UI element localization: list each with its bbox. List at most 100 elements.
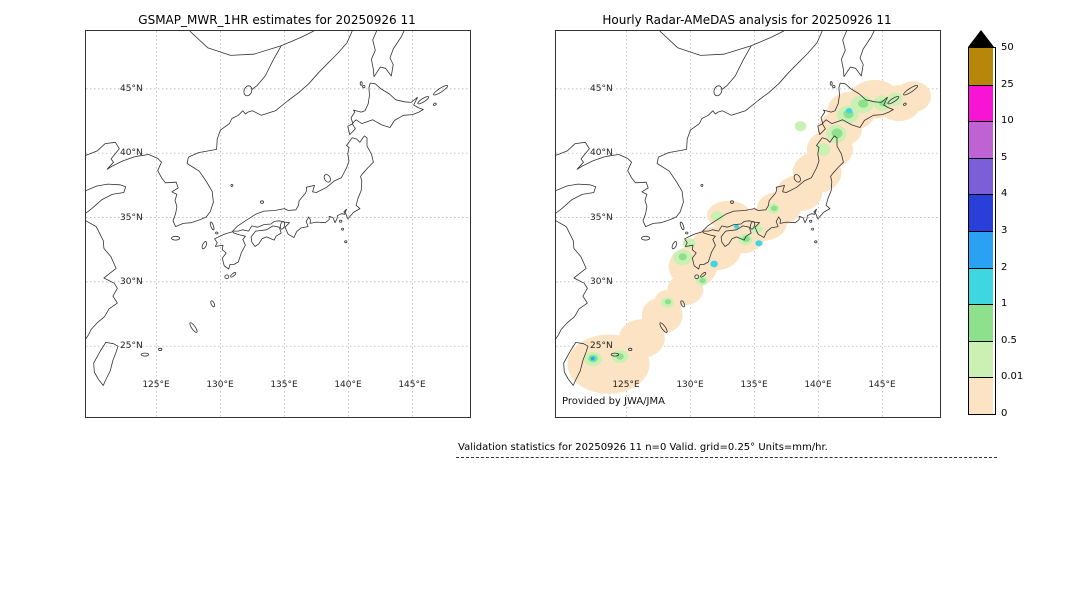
data-provider-credit: Provided by JWA/JMA	[562, 396, 665, 407]
lat-tick-label: 40°N	[120, 148, 143, 158]
island-outline	[158, 347, 163, 351]
island-outline	[700, 272, 707, 278]
island-outline	[230, 183, 234, 187]
colorbar-segment	[969, 267, 993, 305]
colorbar-segment	[969, 304, 993, 341]
island-outline	[344, 240, 348, 244]
island-outline	[641, 235, 651, 241]
colorbar-tick-label: 1	[1001, 298, 1008, 310]
island-outline	[814, 240, 818, 244]
island-outline	[171, 235, 181, 241]
colorbar-tick-label: 50	[1001, 42, 1014, 53]
island-outline	[279, 221, 286, 230]
island-outline	[903, 102, 907, 106]
island-outline	[362, 84, 366, 89]
lon-tick-label: 140°E	[334, 380, 362, 390]
colorbar-segment	[969, 121, 993, 158]
colorbar-segment	[969, 230, 993, 268]
colorbar-segment	[969, 84, 993, 122]
island-outline	[903, 85, 919, 96]
map-svg	[86, 31, 470, 417]
lat-tick-label: 25°N	[120, 341, 143, 351]
island-outline	[829, 81, 833, 86]
lon-tick-label: 135°E	[270, 380, 298, 390]
island-outline	[809, 219, 813, 223]
island-outline	[339, 219, 343, 223]
island-outline	[685, 231, 689, 235]
island-outline	[628, 347, 633, 351]
lat-tick-label: 35°N	[120, 213, 143, 223]
colorbar-tick-label: 0.01	[1001, 371, 1024, 383]
radar-amedas-analysis-map: Provided by JWA/JMA 45°N 40°N 35°N 30°N 25°N…	[555, 30, 941, 418]
colorbar-tick-label: 25	[1001, 78, 1014, 90]
island-outline	[887, 96, 900, 105]
island-outline	[700, 183, 704, 187]
lat-tick-label: 25°N	[590, 341, 613, 351]
island-outline	[832, 84, 836, 89]
colorbar-segment	[969, 157, 993, 195]
island-outline	[679, 221, 685, 231]
island-outline	[417, 96, 430, 105]
lon-tick-label: 130°E	[676, 380, 704, 390]
island-outline	[694, 274, 700, 280]
island-outline	[260, 200, 264, 204]
precipitation-colorbar	[968, 30, 996, 415]
validation-statistics-text: Validation statistics for 20250926 11 n=…	[458, 442, 828, 453]
lon-tick-label: 140°E	[804, 380, 832, 390]
map-svg	[556, 31, 940, 417]
colorbar-tick-label: 0.5	[1001, 334, 1017, 346]
island-outline	[713, 85, 723, 97]
colorbar-segment	[969, 194, 993, 231]
island-outline	[140, 352, 150, 357]
island-outline	[224, 274, 230, 280]
colorbar-segment	[969, 377, 993, 414]
island-outline	[230, 272, 237, 278]
lon-tick-label: 125°E	[142, 380, 170, 390]
colorbar-tick-label: 2	[1001, 261, 1008, 273]
island-outline	[341, 227, 345, 231]
island-outline	[811, 227, 815, 231]
lat-tick-label: 45°N	[590, 84, 613, 94]
lat-tick-label: 35°N	[590, 213, 613, 223]
precipitation-layer	[567, 79, 931, 394]
island-outline	[749, 221, 756, 230]
gsmap-estimate-map: 45°N 40°N 35°N 30°N 25°N 125°E 130°E 135°E 140°E…	[85, 30, 471, 418]
island-outline	[243, 85, 253, 97]
island-outline	[215, 231, 219, 235]
lon-tick-label: 145°E	[868, 380, 896, 390]
lat-tick-label: 30°N	[590, 277, 613, 287]
island-outline	[189, 322, 198, 333]
island-outline	[201, 241, 208, 250]
colorbar-segment	[969, 340, 993, 378]
lat-tick-label: 40°N	[590, 148, 613, 158]
colorbar-tick-label: 10	[1001, 115, 1014, 127]
island-outline	[209, 221, 215, 231]
graticule	[86, 31, 470, 417]
lat-tick-label: 45°N	[120, 84, 143, 94]
island-outline	[433, 102, 437, 106]
separator-dashed-line	[456, 457, 997, 458]
island-outline	[323, 174, 331, 183]
right-panel-title: Hourly Radar-AMeDAS analysis for 2025092…	[602, 13, 892, 27]
colorbar-scale	[968, 47, 996, 415]
left-panel-title: GSMAP_MWR_1HR estimates for 20250926 11	[138, 13, 416, 27]
lon-tick-label: 135°E	[740, 380, 768, 390]
island-outline	[433, 85, 449, 96]
island-outline	[671, 241, 678, 250]
lat-tick-label: 30°N	[120, 277, 143, 287]
lon-tick-label: 145°E	[398, 380, 426, 390]
island-outline	[680, 300, 686, 308]
island-outline	[793, 174, 801, 183]
colorbar-tick-label: 0	[1001, 408, 1008, 419]
island-outline	[659, 322, 668, 333]
coastlines-layer	[86, 31, 449, 386]
island-outline	[210, 300, 216, 308]
colorbar-tick-label: 5	[1001, 151, 1008, 163]
island-outline	[610, 352, 620, 357]
coastlines-layer	[556, 31, 919, 386]
lon-tick-label: 130°E	[206, 380, 234, 390]
lon-tick-label: 125°E	[612, 380, 640, 390]
colorbar-segment	[969, 48, 993, 85]
colorbar-overflow-triangle-icon	[968, 30, 994, 47]
